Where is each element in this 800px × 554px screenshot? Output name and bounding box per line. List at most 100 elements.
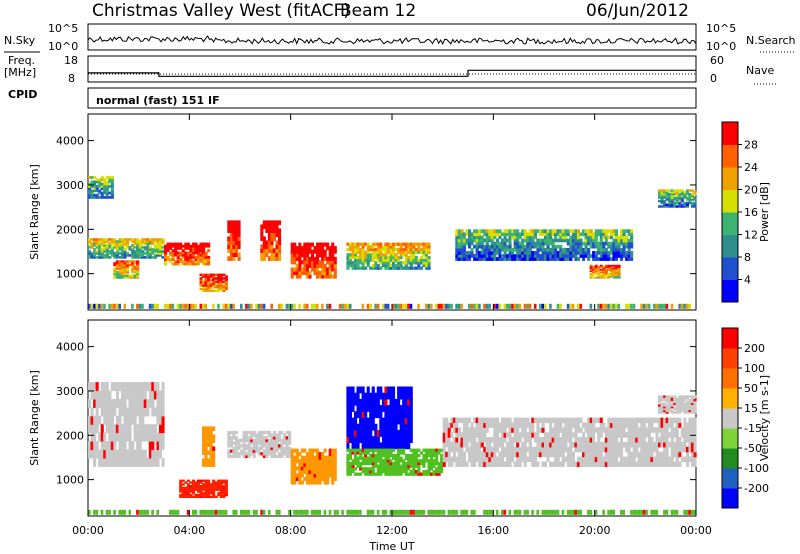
echo-pixel [685, 196, 689, 199]
echo-pixel [523, 247, 527, 252]
echo-pixel [402, 266, 406, 270]
echo-pixel [272, 232, 276, 237]
echo-pixel [409, 456, 413, 460]
echo-pixel [348, 467, 352, 471]
echo-pixel [587, 247, 591, 252]
echo-pixel [346, 456, 350, 460]
echo-pixel [120, 254, 124, 257]
echo-pixel [604, 461, 608, 467]
echo-pixel [508, 456, 512, 463]
echo-pixel [108, 185, 112, 188]
echo-pixel [166, 303, 170, 309]
echo-pixel [93, 441, 97, 451]
echo-pixel [123, 398, 127, 408]
echo-pixel [417, 250, 421, 254]
echo-pixel [100, 254, 104, 257]
echo-pixel [538, 427, 542, 433]
echo-pixel [607, 254, 611, 258]
echo-pixel [222, 481, 226, 484]
echo-pixel [541, 244, 545, 249]
echo-pixel [98, 242, 102, 245]
echo-pixel [176, 251, 180, 255]
echo-pixel [518, 422, 522, 428]
echo-pixel [620, 251, 624, 255]
echo-pixel [93, 182, 97, 186]
freq-panel-frame [87, 55, 697, 83]
echo-pixel [209, 509, 213, 515]
echo-pixel [191, 492, 195, 495]
echo-pixel [326, 473, 330, 478]
echo-pixel [136, 407, 140, 417]
echo-pixel [199, 242, 203, 246]
echo-pixel [389, 509, 393, 515]
echo-pixel [544, 509, 547, 515]
echo-pixel [394, 442, 398, 450]
echo-pixel [278, 454, 282, 459]
echo-pixel [374, 398, 378, 406]
echo-pixel [576, 229, 580, 233]
echo-pixel [445, 417, 449, 424]
echo-pixel [394, 255, 398, 260]
echo-pixel [191, 260, 195, 264]
echo-pixel [280, 454, 284, 459]
echo-pixel [490, 232, 494, 237]
echo-pixel [118, 449, 122, 459]
echo-pixel [328, 466, 332, 471]
echo-pixel [478, 422, 482, 428]
echo-pixel [333, 260, 337, 265]
echo-pixel [196, 490, 200, 493]
echo-pixel [389, 472, 393, 476]
echo-pixel [424, 456, 428, 460]
echo-pixel [447, 446, 451, 453]
echo-pixel [146, 407, 150, 417]
echo-pixel [361, 255, 365, 260]
echo-pixel [369, 469, 373, 474]
echo-pixel [262, 303, 266, 309]
echo-pixel [614, 266, 618, 268]
echo-pixel [683, 509, 686, 515]
echo-pixel [599, 271, 603, 274]
echo-pixel [576, 235, 580, 240]
echo-pixel [485, 456, 489, 463]
echo-pixel [424, 245, 428, 249]
echo-pixel [209, 284, 213, 287]
echo-pixel [267, 248, 271, 253]
echo-pixel [212, 273, 216, 276]
echo-pixel [179, 247, 183, 250]
echo-pixel [232, 228, 236, 233]
echo-pixel [579, 456, 583, 463]
echo-pixel [196, 244, 200, 248]
echo-pixel [120, 248, 124, 251]
echo-pixel [148, 250, 152, 253]
echo-pixel [88, 182, 92, 186]
echo-pixel [680, 198, 684, 201]
echo-pixel [202, 446, 206, 451]
echo-pixel [265, 452, 269, 456]
echo-pixel [359, 405, 363, 412]
echo-pixel [612, 272, 616, 275]
echo-pixel [207, 493, 211, 497]
echo-pixel [566, 247, 570, 252]
echo-pixel [133, 252, 137, 255]
echo-pixel [232, 220, 236, 225]
echo-pixel [670, 194, 674, 198]
echo-pixel [511, 427, 515, 433]
echo-pixel [234, 248, 238, 253]
echo-pixel [594, 427, 598, 433]
echo-pixel [569, 247, 573, 252]
echo-pixel [133, 242, 137, 245]
echo-pixel [371, 459, 375, 463]
echo-pixel [267, 220, 271, 225]
echo-pixel [579, 241, 583, 246]
echo-pixel [255, 446, 259, 451]
echo-pixel [660, 411, 664, 414]
echo-pixel [199, 273, 203, 276]
echo-pixel [630, 432, 634, 438]
echo-pixel [199, 255, 203, 259]
echo-pixel [647, 437, 651, 443]
echo-pixel [318, 462, 322, 467]
echo-pixel [90, 252, 94, 255]
echo-pixel [103, 432, 107, 442]
echo-pixel [541, 229, 545, 233]
echo-pixel [371, 472, 375, 476]
